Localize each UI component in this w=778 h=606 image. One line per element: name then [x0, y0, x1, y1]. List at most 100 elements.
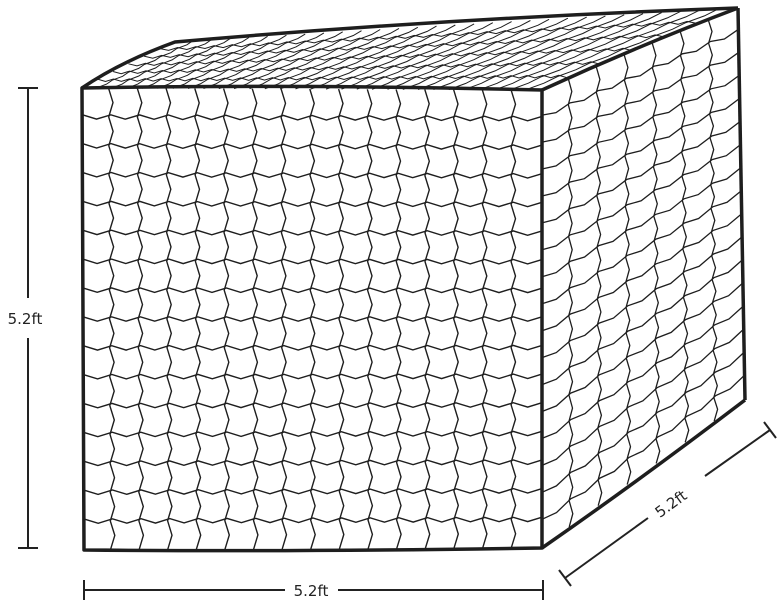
mesh-strand [541, 305, 744, 440]
depth-label: 5.2ft [652, 486, 691, 521]
mesh-strand [83, 373, 543, 380]
mesh-strand [172, 34, 287, 89]
mesh-strand [479, 12, 662, 91]
mesh-strand [541, 51, 740, 143]
height-dimension [18, 87, 38, 549]
front-face-outline [80, 84, 544, 553]
mesh-strand [595, 66, 603, 506]
mesh-strand [452, 89, 460, 549]
right-back-edge [736, 7, 747, 401]
mesh-strand [264, 27, 400, 90]
right-bottom-edge [541, 398, 747, 550]
mesh-strand [623, 54, 632, 485]
mesh-strand [82, 229, 543, 237]
mesh-strand [143, 33, 673, 59]
mesh-strand [107, 87, 116, 551]
mesh-strand [82, 142, 543, 151]
mesh-strand [83, 459, 543, 467]
mesh-strand [203, 32, 325, 89]
mesh-strand [402, 17, 569, 90]
mesh-strand [309, 88, 316, 550]
mesh-strand [541, 120, 741, 224]
mesh-strand [82, 287, 543, 294]
mesh-strand [95, 40, 193, 89]
mesh-strand [387, 18, 550, 90]
mesh-strand [541, 259, 743, 386]
mesh-strand [417, 16, 587, 90]
mesh-strand [679, 31, 690, 443]
mesh-strand [83, 430, 543, 438]
mesh-strand [159, 20, 706, 51]
mesh-strand [249, 29, 381, 90]
mesh-strand [525, 8, 719, 91]
mesh-strand [82, 171, 543, 179]
mesh-strand [165, 88, 173, 550]
mesh-strand [371, 20, 531, 90]
mesh-strand [541, 190, 742, 305]
mesh-strand [128, 47, 641, 67]
mesh-strand [541, 328, 745, 466]
mesh-strand [541, 374, 746, 520]
mesh-strand [194, 88, 202, 550]
top-right-edge [541, 6, 739, 92]
mesh-strand [81, 114, 543, 122]
mesh-strand [356, 21, 512, 90]
width-label: 5.2ft [294, 582, 329, 600]
mesh-strand [541, 97, 740, 197]
cube-edges [80, 6, 747, 553]
mesh-strand [111, 39, 212, 89]
mesh-strand [541, 144, 741, 251]
mesh-strand [97, 74, 575, 83]
top-face-mesh [95, 8, 719, 91]
mesh-strand [310, 24, 456, 90]
mesh-strand [83, 516, 543, 525]
mesh-strand [707, 19, 719, 422]
mesh-strand [510, 89, 517, 549]
mesh-strand [341, 22, 494, 90]
mesh-strand [541, 351, 745, 493]
mesh-strand [82, 258, 543, 265]
mesh-strand [463, 13, 644, 91]
mesh-strand [82, 344, 543, 351]
mesh-strand [82, 200, 543, 208]
mesh-strand [567, 78, 574, 528]
mesh-strand [83, 487, 543, 496]
mesh-strand [433, 15, 606, 90]
mesh-strand [424, 89, 431, 549]
mesh-strand [280, 88, 288, 550]
mesh-strand [509, 9, 700, 91]
mesh-strand [541, 74, 740, 170]
mesh-strand [112, 61, 608, 75]
mesh-strand [448, 14, 625, 91]
mesh-strand [157, 35, 268, 89]
front-face-mesh [81, 87, 543, 551]
mesh-strand [325, 23, 475, 90]
height-label: 5.2ft [8, 310, 43, 328]
mesh-strand [82, 316, 543, 322]
width-dimension [83, 580, 544, 600]
mesh-strand [83, 401, 543, 409]
mesh-strand [541, 167, 742, 278]
mesh-strand [395, 89, 402, 549]
mesh-strand [366, 89, 374, 550]
mesh-strand [337, 88, 345, 550]
mesh-strand [541, 282, 744, 413]
right-face-mesh [541, 19, 746, 528]
mesh-strand [494, 10, 681, 91]
mesh-strand [218, 31, 343, 90]
mesh-strand [251, 88, 259, 550]
mesh-strand [279, 26, 419, 90]
mesh-strand [141, 37, 250, 89]
mesh-strand [126, 38, 231, 89]
mesh-strand [222, 88, 231, 550]
mesh-strand [295, 25, 437, 90]
mesh-strand [541, 28, 739, 116]
mesh-strand [481, 89, 488, 549]
mesh-strand [233, 30, 362, 90]
depth-dimension [558, 421, 777, 587]
mesh-strand [136, 88, 145, 550]
top-back-edge [81, 6, 739, 90]
mesh-strand [541, 236, 743, 359]
